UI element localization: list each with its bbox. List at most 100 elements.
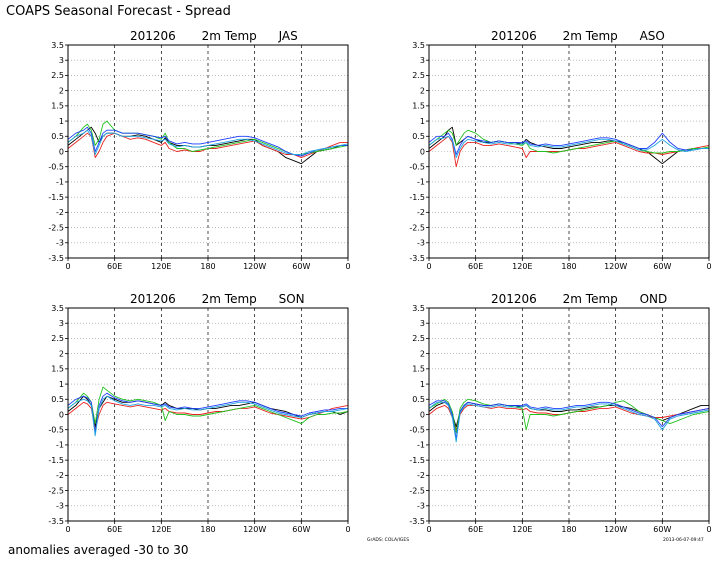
y-tick-label: 3 bbox=[59, 319, 64, 328]
chart-jas: 3.532.521.510.50-0.5-1-1.5-2-2.5-3-3.50 6… bbox=[48, 41, 350, 271]
y-tick-label: -3.5 bbox=[48, 517, 64, 526]
panel-title: 201206 2m Temp OND bbox=[491, 292, 667, 306]
x-tick-label: 60E bbox=[468, 262, 483, 271]
series-blue bbox=[67, 126, 348, 157]
x-tick-label: 180 bbox=[200, 525, 215, 534]
panel-title: 201206 2m Temp ASO bbox=[491, 29, 665, 43]
y-tick-label: -0.5 bbox=[409, 426, 425, 435]
y-tick-label: 2.5 bbox=[51, 334, 64, 343]
panel-title-season: JAS bbox=[278, 29, 298, 43]
x-tick-label: 0 bbox=[426, 262, 431, 271]
y-tick-label: -2 bbox=[417, 208, 425, 217]
chart-aso: 3.532.521.510.50-0.5-1-1.5-2-2.5-3-3.50 6… bbox=[409, 41, 711, 271]
series-red bbox=[67, 401, 349, 431]
x-tick-label: 180 bbox=[561, 262, 576, 271]
plot-frame bbox=[67, 44, 349, 259]
y-tick-label: -0.5 bbox=[409, 163, 425, 172]
y-tick-label: 1.5 bbox=[412, 365, 425, 374]
y-tick-label: -3 bbox=[417, 239, 425, 248]
y-tick-label: -2.5 bbox=[48, 223, 64, 232]
panel-title-date: 201206 bbox=[130, 29, 176, 43]
x-tick-label: 120W bbox=[243, 262, 266, 271]
x-tick-label: 120W bbox=[604, 262, 627, 271]
panel-title: 201206 2m Temp SON bbox=[130, 292, 305, 306]
y-tick-label: -1.5 bbox=[409, 456, 425, 465]
panel-title-variable: 2m Temp bbox=[562, 29, 618, 43]
y-tick-label: 2.5 bbox=[51, 71, 64, 80]
series-blue bbox=[428, 132, 709, 155]
grads-credit: GrADS: COLA/IGES bbox=[367, 538, 410, 543]
y-tick-label: 2.5 bbox=[412, 334, 425, 343]
series-cyan bbox=[428, 135, 709, 159]
x-tick-label: 60W bbox=[653, 262, 671, 271]
panel-title: 201206 2m Temp JAS bbox=[130, 29, 298, 43]
y-tick-label: 3.5 bbox=[412, 304, 425, 313]
x-tick-label: 120W bbox=[243, 525, 266, 534]
y-tick-label: -1 bbox=[417, 441, 425, 450]
y-tick-label: 2 bbox=[420, 86, 425, 95]
y-tick-label: 0.5 bbox=[51, 132, 64, 141]
x-tick-label: 60W bbox=[292, 525, 310, 534]
y-tick-label: -2.5 bbox=[48, 486, 64, 495]
series-green bbox=[428, 398, 710, 434]
y-tick-label: 2 bbox=[59, 349, 64, 358]
y-tick-label: 1.5 bbox=[51, 365, 64, 374]
series-red bbox=[428, 404, 710, 431]
series-black bbox=[428, 126, 709, 165]
x-tick-label: 0 bbox=[345, 525, 350, 534]
x-tick-label: 180 bbox=[561, 525, 576, 534]
y-tick-label: -1 bbox=[56, 178, 64, 187]
plot-frame bbox=[428, 307, 710, 522]
x-tick-label: 180 bbox=[200, 262, 215, 271]
timestamp: 2013-06-07-09:47 bbox=[663, 538, 704, 543]
series-cyan bbox=[428, 401, 710, 443]
series-green bbox=[428, 129, 710, 154]
y-tick-label: 2 bbox=[59, 86, 64, 95]
series-cyan bbox=[67, 129, 349, 155]
series-cyan bbox=[67, 395, 349, 437]
series-blue bbox=[67, 392, 348, 434]
x-tick-label: 0 bbox=[65, 525, 70, 534]
y-tick-label: 0 bbox=[420, 410, 425, 419]
plot-frame bbox=[428, 44, 710, 259]
y-tick-label: 0.5 bbox=[412, 132, 425, 141]
panel-title-date: 201206 bbox=[491, 292, 537, 306]
x-tick-label: 120E bbox=[512, 525, 532, 534]
x-tick-label: 60W bbox=[292, 262, 310, 271]
x-tick-label: 120W bbox=[604, 525, 627, 534]
x-tick-label: 0 bbox=[706, 525, 711, 534]
y-tick-label: -2 bbox=[417, 471, 425, 480]
x-tick-label: 60W bbox=[653, 525, 671, 534]
y-tick-label: -2.5 bbox=[409, 486, 425, 495]
y-tick-label: 3 bbox=[420, 319, 425, 328]
y-tick-label: -3.5 bbox=[409, 517, 425, 526]
y-tick-label: 3 bbox=[59, 56, 64, 65]
x-tick-label: 0 bbox=[65, 262, 70, 271]
footnote: anomalies averaged -30 to 30 bbox=[8, 543, 189, 557]
y-tick-label: -3 bbox=[56, 502, 64, 511]
y-tick-label: 1.5 bbox=[51, 102, 64, 111]
y-tick-label: -1.5 bbox=[48, 456, 64, 465]
y-tick-label: -3 bbox=[417, 502, 425, 511]
y-tick-label: -0.5 bbox=[48, 426, 64, 435]
x-tick-label: 0 bbox=[345, 262, 350, 271]
y-tick-label: -3.5 bbox=[48, 254, 64, 263]
panel-title-date: 201206 bbox=[491, 29, 537, 43]
y-tick-label: 3 bbox=[420, 56, 425, 65]
y-tick-label: 0 bbox=[420, 147, 425, 156]
chart-ond: 3.532.521.510.50-0.5-1-1.5-2-2.5-3-3.50 6… bbox=[409, 304, 711, 534]
y-tick-label: -1 bbox=[56, 441, 64, 450]
plot-frame bbox=[67, 307, 349, 522]
y-tick-label: 1 bbox=[420, 117, 425, 126]
panel-title-season: OND bbox=[639, 292, 668, 306]
panel-title-date: 201206 bbox=[130, 292, 176, 306]
y-tick-label: 2 bbox=[420, 349, 425, 358]
y-tick-label: 0.5 bbox=[51, 395, 64, 404]
y-tick-label: 1 bbox=[59, 380, 64, 389]
y-tick-label: -3 bbox=[56, 239, 64, 248]
y-tick-label: -1.5 bbox=[48, 193, 64, 202]
panel-title-season: SON bbox=[278, 292, 305, 306]
y-tick-label: 1.5 bbox=[412, 102, 425, 111]
y-tick-label: -3.5 bbox=[409, 254, 425, 263]
